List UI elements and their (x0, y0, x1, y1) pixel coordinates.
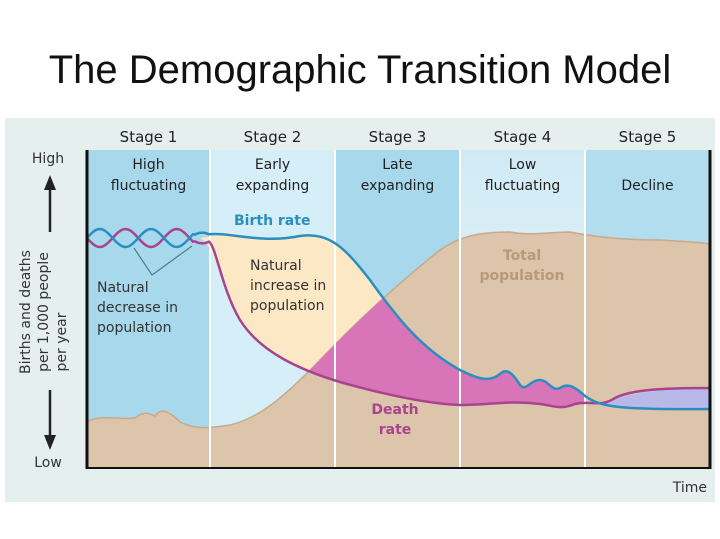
stage-5-label: Stage 5 (619, 128, 677, 146)
stage-3-description-line1: Late (382, 157, 412, 173)
y-high-label: High (32, 151, 64, 167)
x-axis-label: Time (672, 480, 707, 496)
birth-rate-label: Birth rate (234, 213, 310, 229)
svg-text:per 1,000 people: per 1,000 people (36, 252, 52, 372)
death-rate-label: Death rate (371, 402, 418, 438)
birth-rate-line (86, 227, 711, 411)
natural-decrease-pointer (133, 245, 193, 276)
stage-3-label: Stage 3 (369, 128, 427, 146)
svg-text:population: population (480, 268, 565, 284)
page-title: The Demographic Transition Model (48, 48, 672, 92)
stage-2-description-line1: Early (255, 157, 290, 173)
stage-1-description-line1: High (132, 157, 164, 173)
natural-decrease-label: Natural decrease in population (97, 280, 178, 336)
stage-5-description-line2: Decline (621, 178, 673, 194)
stage-1-label: Stage 1 (120, 128, 178, 146)
y-low-label: Low (34, 455, 62, 471)
svg-text:rate: rate (379, 422, 412, 438)
svg-text:Natural: Natural (97, 280, 149, 296)
total-population-label: Total population (480, 248, 565, 284)
svg-text:population: population (250, 298, 325, 314)
natural-decrease-decline-area (600, 388, 710, 410)
stage-2-description-line2: expanding (236, 178, 310, 194)
stage-1-description-line2: fluctuating (111, 178, 186, 194)
svg-text:Births and deaths: Births and deaths (18, 250, 34, 374)
death-rate-line (86, 227, 711, 409)
stage-2-label: Stage 2 (244, 128, 302, 146)
y-axis-label: Births and deaths per 1,000 people per y… (18, 250, 70, 374)
down-arrow-icon (44, 390, 56, 450)
svg-text:Death: Death (371, 402, 418, 418)
stage-4-label: Stage 4 (494, 128, 552, 146)
svg-text:increase in: increase in (250, 278, 326, 294)
up-arrow-icon (44, 175, 56, 232)
svg-text:Total: Total (503, 248, 541, 264)
svg-text:decrease in: decrease in (97, 300, 178, 316)
stage-4-description-line1: Low (509, 157, 537, 173)
natural-increase-label: Natural increase in population (250, 258, 326, 314)
stage-3-description-line2: expanding (361, 178, 435, 194)
svg-text:population: population (97, 320, 172, 336)
svg-text:per year: per year (54, 312, 70, 371)
stage-4-description-line2: fluctuating (485, 178, 560, 194)
svg-text:Natural: Natural (250, 258, 302, 274)
